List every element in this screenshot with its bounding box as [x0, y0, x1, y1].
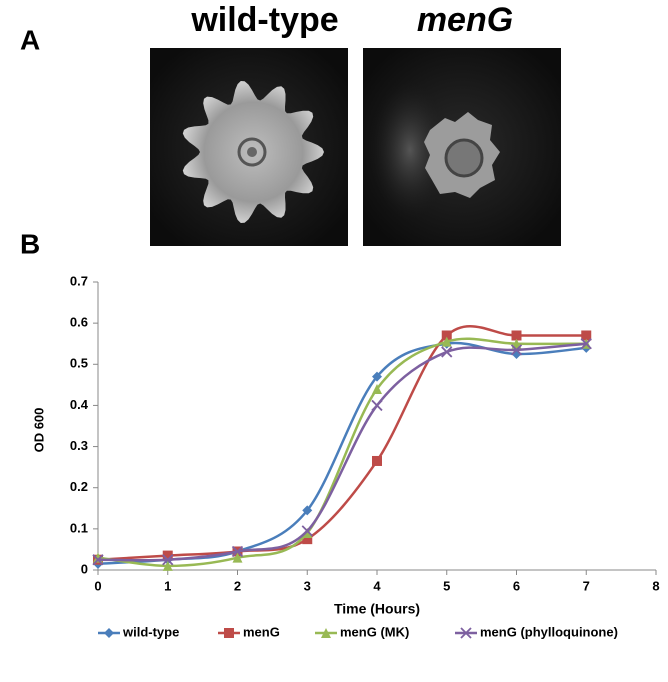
series-line — [97, 342, 587, 562]
marker — [441, 346, 453, 358]
series-line — [97, 341, 587, 566]
marker — [92, 554, 104, 566]
legend: wild-type menG menG (MK) menG (phylloquinon… — [98, 624, 618, 639]
marker — [162, 560, 173, 571]
image-title: wild-type — [190, 1, 338, 39]
marker — [441, 330, 452, 341]
marker — [460, 627, 472, 639]
marker — [162, 550, 173, 561]
marker — [511, 330, 522, 341]
marker — [302, 534, 313, 545]
marker — [441, 336, 452, 347]
y-tick-label: 0.3 — [70, 438, 88, 453]
marker — [162, 554, 174, 566]
legend-label: wild-type — [122, 624, 179, 639]
series-line — [97, 325, 587, 561]
panel-label: B — [20, 228, 40, 259]
marker — [231, 545, 244, 558]
marker — [372, 455, 382, 466]
marker — [510, 344, 523, 356]
x-tick-label: 5 — [443, 578, 450, 593]
marker — [321, 628, 331, 638]
x-tick-label: 8 — [652, 578, 659, 593]
series-line — [97, 337, 587, 568]
photo-meng — [363, 48, 561, 246]
x-tick-label: 7 — [583, 578, 590, 593]
y-tick-label: 0 — [81, 561, 88, 576]
x-tick-label: 6 — [513, 578, 520, 593]
y-tick-label: 0.5 — [70, 356, 88, 371]
legend-label: menG (MK) — [340, 624, 409, 639]
x-tick-label: 1 — [164, 578, 171, 593]
plot — [92, 325, 592, 571]
image-title: menG — [417, 1, 513, 39]
axes: 0 0.1 0.2 0.3 0.4 0.5 0.6 0.7 0 1 2 3 4 5 6 7 8 — [70, 273, 660, 593]
legend-label: menG — [243, 624, 280, 639]
x-tick-label: 4 — [373, 578, 381, 593]
marker — [232, 552, 243, 563]
marker — [301, 525, 313, 537]
y-tick-label: 0.6 — [70, 315, 88, 330]
x-tick-label: 0 — [94, 578, 101, 593]
marker — [372, 371, 382, 382]
y-tick-label: 0.1 — [70, 520, 88, 535]
panel-label: A — [20, 24, 40, 55]
x-tick-label: 3 — [304, 578, 311, 593]
x-tick-label: 2 — [234, 578, 241, 593]
marker — [104, 628, 114, 638]
marker — [372, 383, 382, 394]
x-axis-title: Time (Hours) — [334, 601, 420, 617]
photo-wild-type — [150, 48, 348, 246]
marker — [580, 338, 592, 350]
y-tick-label: 0.2 — [70, 479, 88, 494]
marker — [224, 628, 234, 638]
marker — [581, 330, 592, 341]
marker — [302, 527, 313, 538]
marker — [371, 399, 383, 412]
marker — [302, 505, 313, 516]
y-tick-label: 0.4 — [70, 397, 89, 412]
legend-label: menG (phylloquinone) — [480, 624, 618, 639]
y-tick-label: 0.7 — [70, 273, 88, 288]
y-axis-title: OD 600 — [31, 408, 46, 453]
